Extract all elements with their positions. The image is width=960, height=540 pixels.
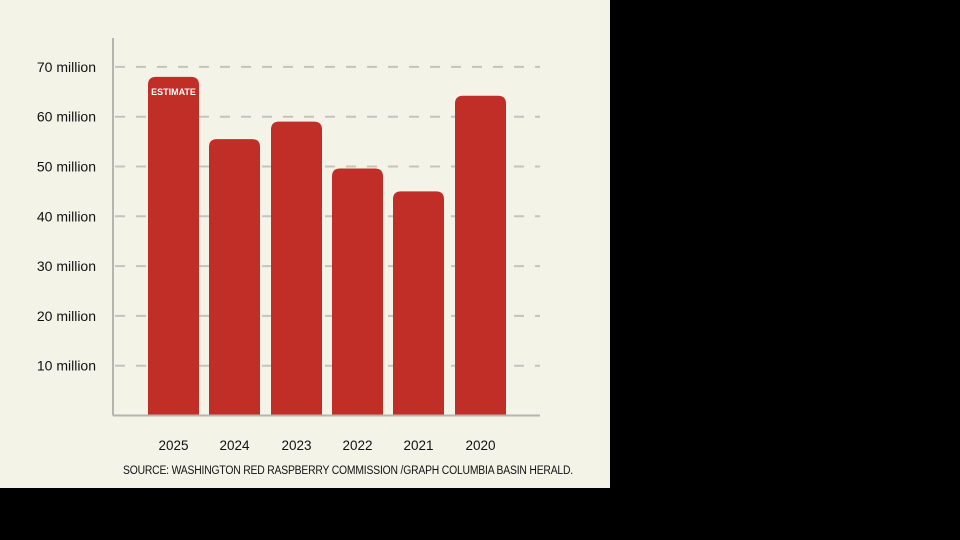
y-tick-label: 10 million	[37, 358, 96, 374]
y-tick-label: 40 million	[37, 208, 96, 224]
y-tick-label: 30 million	[37, 258, 96, 274]
x-tick-label: 2022	[342, 438, 372, 453]
x-tick-label: 2025	[158, 438, 188, 453]
x-tick-label: 2020	[465, 438, 495, 453]
bar	[332, 168, 383, 416]
chart-panel: 10 million 20 million 30 million 40 million…	[0, 0, 610, 488]
y-tick-label: 50 million	[37, 159, 96, 175]
x-tick-label: 2024	[219, 438, 250, 453]
bar	[455, 95, 506, 416]
bar-chart: 10 million 20 million 30 million 40 million…	[37, 38, 540, 453]
y-tick-label: 60 million	[37, 109, 96, 125]
bar	[271, 121, 322, 416]
bar	[148, 76, 199, 416]
x-tick-label: 2021	[403, 438, 433, 453]
bar	[209, 139, 260, 416]
source-note: SOURCE: WASHINGTON RED RASPBERRY COMMISS…	[122, 465, 573, 477]
bar	[393, 191, 444, 416]
x-tick-label: 2023	[281, 438, 311, 453]
y-tick-label: 70 million	[37, 59, 96, 75]
bar-annotation: ESTIMATE	[151, 87, 196, 97]
y-tick-label: 20 million	[37, 308, 96, 324]
